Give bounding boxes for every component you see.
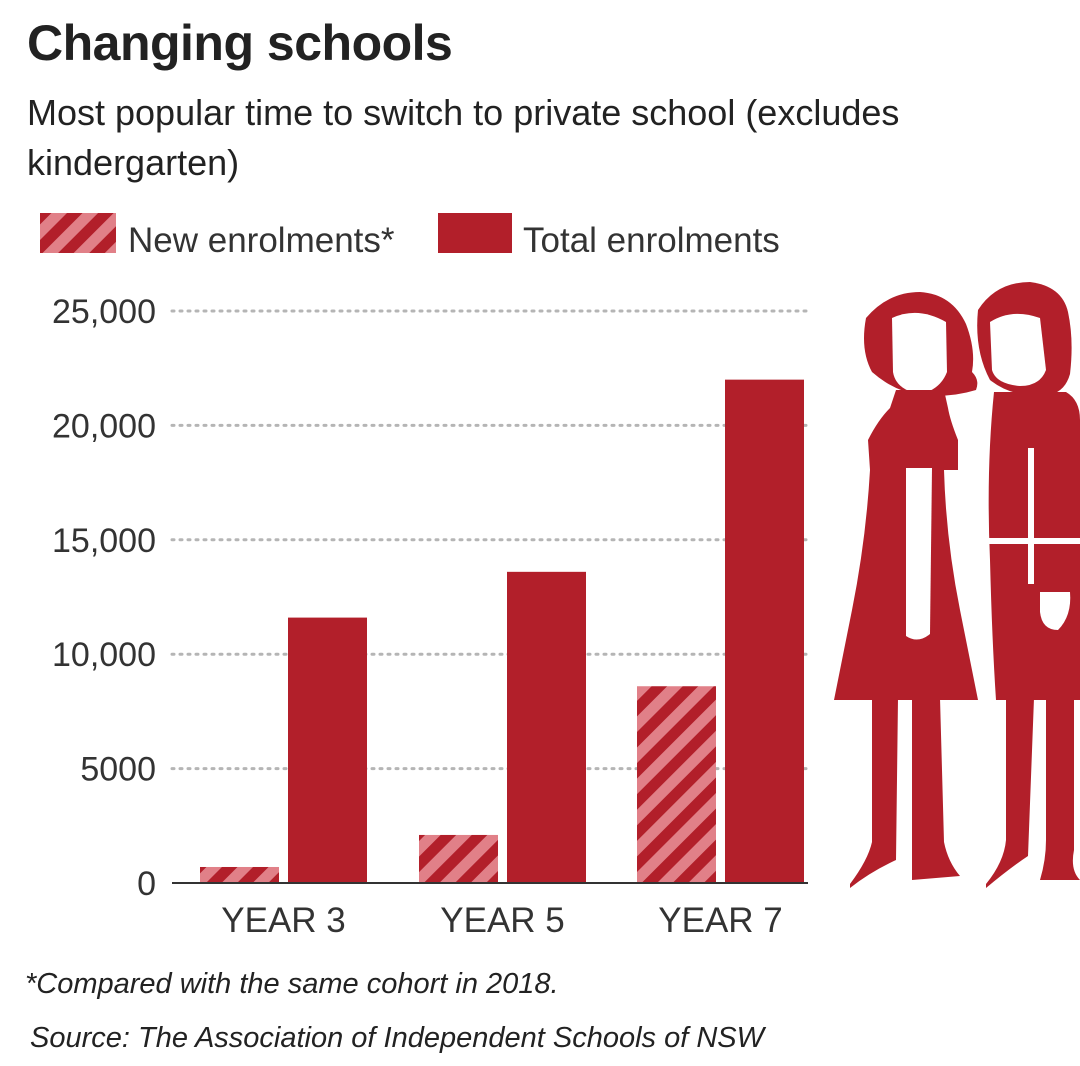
y-tick-label: 0: [137, 865, 156, 903]
two-schoolgirls-illustration: [834, 282, 1080, 888]
x-axis: YEAR 3 YEAR 5 YEAR 7: [221, 901, 783, 940]
legend-label-new-enrolments: New enrolments*: [128, 221, 395, 260]
girl-left-illustration: [834, 292, 978, 888]
chart-legend: New enrolments* Total enrolments: [40, 213, 780, 260]
y-tick-label: 15,000: [52, 522, 156, 560]
legend-label-total-enrolments: Total enrolments: [523, 221, 780, 260]
x-category-label: YEAR 5: [440, 901, 565, 940]
bar-new-enrolments-year-5: [419, 834, 498, 883]
chart-title: Changing schools: [27, 15, 453, 71]
legend-swatch-total-enrolments: [438, 213, 512, 253]
bars: [200, 379, 804, 883]
y-tick-label: 5000: [80, 751, 156, 789]
y-tick-label: 25,000: [52, 293, 156, 331]
x-category-label: YEAR 3: [221, 901, 346, 940]
girl-right-illustration: [977, 282, 1080, 888]
bar-total-enrolments-year-7: [725, 379, 804, 883]
footnote: *Compared with the same cohort in 2018.: [25, 968, 559, 1000]
x-category-label: YEAR 7: [658, 901, 783, 940]
source-credit: Source: The Association of Independent S…: [30, 1022, 765, 1054]
legend-swatch-new-enrolments: [40, 213, 116, 253]
bar-chart: New enrolments* Total enrolments 0 5000 10…: [40, 213, 1080, 940]
bar-total-enrolments-year-3: [288, 617, 367, 883]
bar-total-enrolments-year-5: [507, 571, 586, 883]
y-tick-label: 20,000: [52, 407, 156, 445]
y-axis: 0 5000 10,000 15,000 20,000 25,000: [52, 293, 156, 903]
bar-new-enrolments-year-7: [637, 686, 716, 883]
bar-new-enrolments-year-3: [200, 866, 279, 883]
chart-subtitle: Most popular time to switch to private s…: [27, 92, 900, 183]
y-tick-label: 10,000: [52, 636, 156, 674]
